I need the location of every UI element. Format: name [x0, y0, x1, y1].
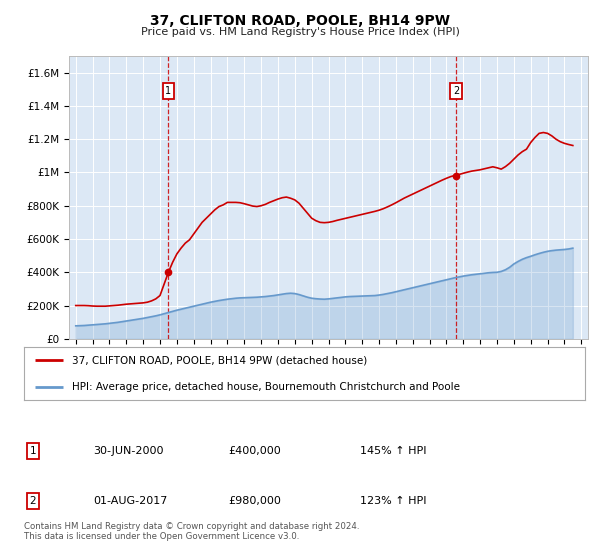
Text: 2: 2 — [29, 496, 37, 506]
Text: 1: 1 — [166, 86, 172, 96]
Text: 30-JUN-2000: 30-JUN-2000 — [93, 446, 163, 456]
Text: 2: 2 — [453, 86, 460, 96]
Text: £980,000: £980,000 — [228, 496, 281, 506]
Text: 01-AUG-2017: 01-AUG-2017 — [93, 496, 167, 506]
Text: 37, CLIFTON ROAD, POOLE, BH14 9PW (detached house): 37, CLIFTON ROAD, POOLE, BH14 9PW (detac… — [71, 356, 367, 366]
Text: Price paid vs. HM Land Registry's House Price Index (HPI): Price paid vs. HM Land Registry's House … — [140, 27, 460, 37]
Text: 123% ↑ HPI: 123% ↑ HPI — [360, 496, 427, 506]
Text: 37, CLIFTON ROAD, POOLE, BH14 9PW: 37, CLIFTON ROAD, POOLE, BH14 9PW — [150, 14, 450, 28]
Text: Contains HM Land Registry data © Crown copyright and database right 2024.
This d: Contains HM Land Registry data © Crown c… — [24, 522, 359, 542]
Text: 1: 1 — [29, 446, 37, 456]
Text: 145% ↑ HPI: 145% ↑ HPI — [360, 446, 427, 456]
Text: £400,000: £400,000 — [228, 446, 281, 456]
Text: HPI: Average price, detached house, Bournemouth Christchurch and Poole: HPI: Average price, detached house, Bour… — [71, 382, 460, 392]
